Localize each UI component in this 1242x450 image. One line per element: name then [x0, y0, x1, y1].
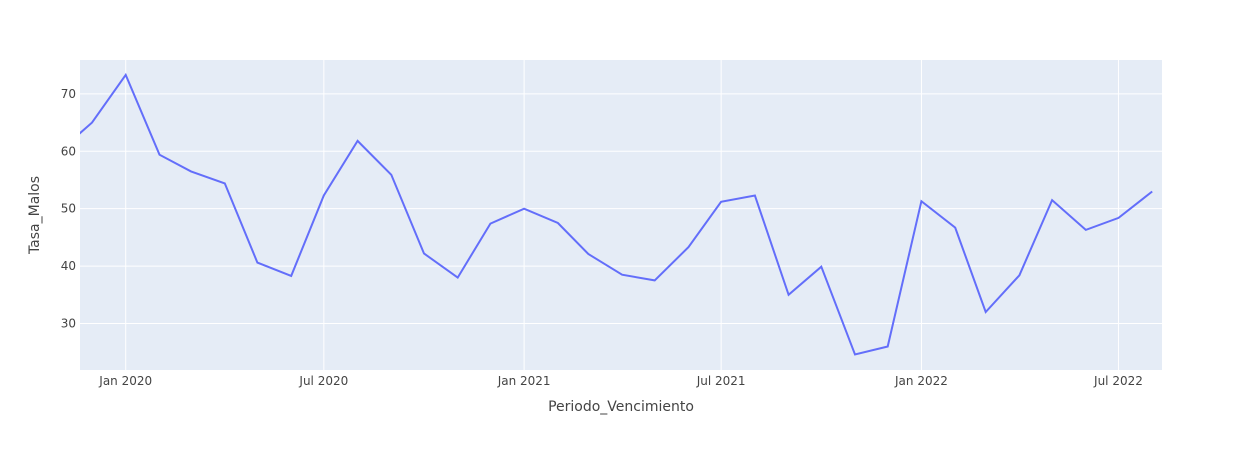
x-tick-label: Jan 2021: [497, 374, 551, 388]
x-tick-label: Jul 2022: [1093, 374, 1143, 388]
x-axis-title: Periodo_Vencimiento: [548, 399, 694, 415]
gridlines: [80, 60, 1162, 370]
y-tick-label: 70: [61, 87, 76, 101]
x-tick-label: Jan 2022: [894, 374, 948, 388]
tick-labels: 30 40 50 60 70 Jan 2020 Jul 2020 Jan 2021 Jul 20…: [61, 87, 1143, 388]
x-tick-label: Jan 2020: [98, 374, 152, 388]
y-tick-label: 30: [61, 317, 76, 331]
y-axis-title: Tasa_Malos: [27, 176, 43, 255]
plot-background: [80, 60, 1162, 370]
y-tick-label: 50: [61, 202, 76, 216]
y-tick-label: 40: [61, 259, 76, 273]
x-tick-label: Jul 2020: [298, 374, 348, 388]
x-tick-label: Jul 2021: [696, 374, 746, 388]
series-line: [80, 72, 1153, 356]
y-tick-label: 60: [61, 144, 76, 158]
